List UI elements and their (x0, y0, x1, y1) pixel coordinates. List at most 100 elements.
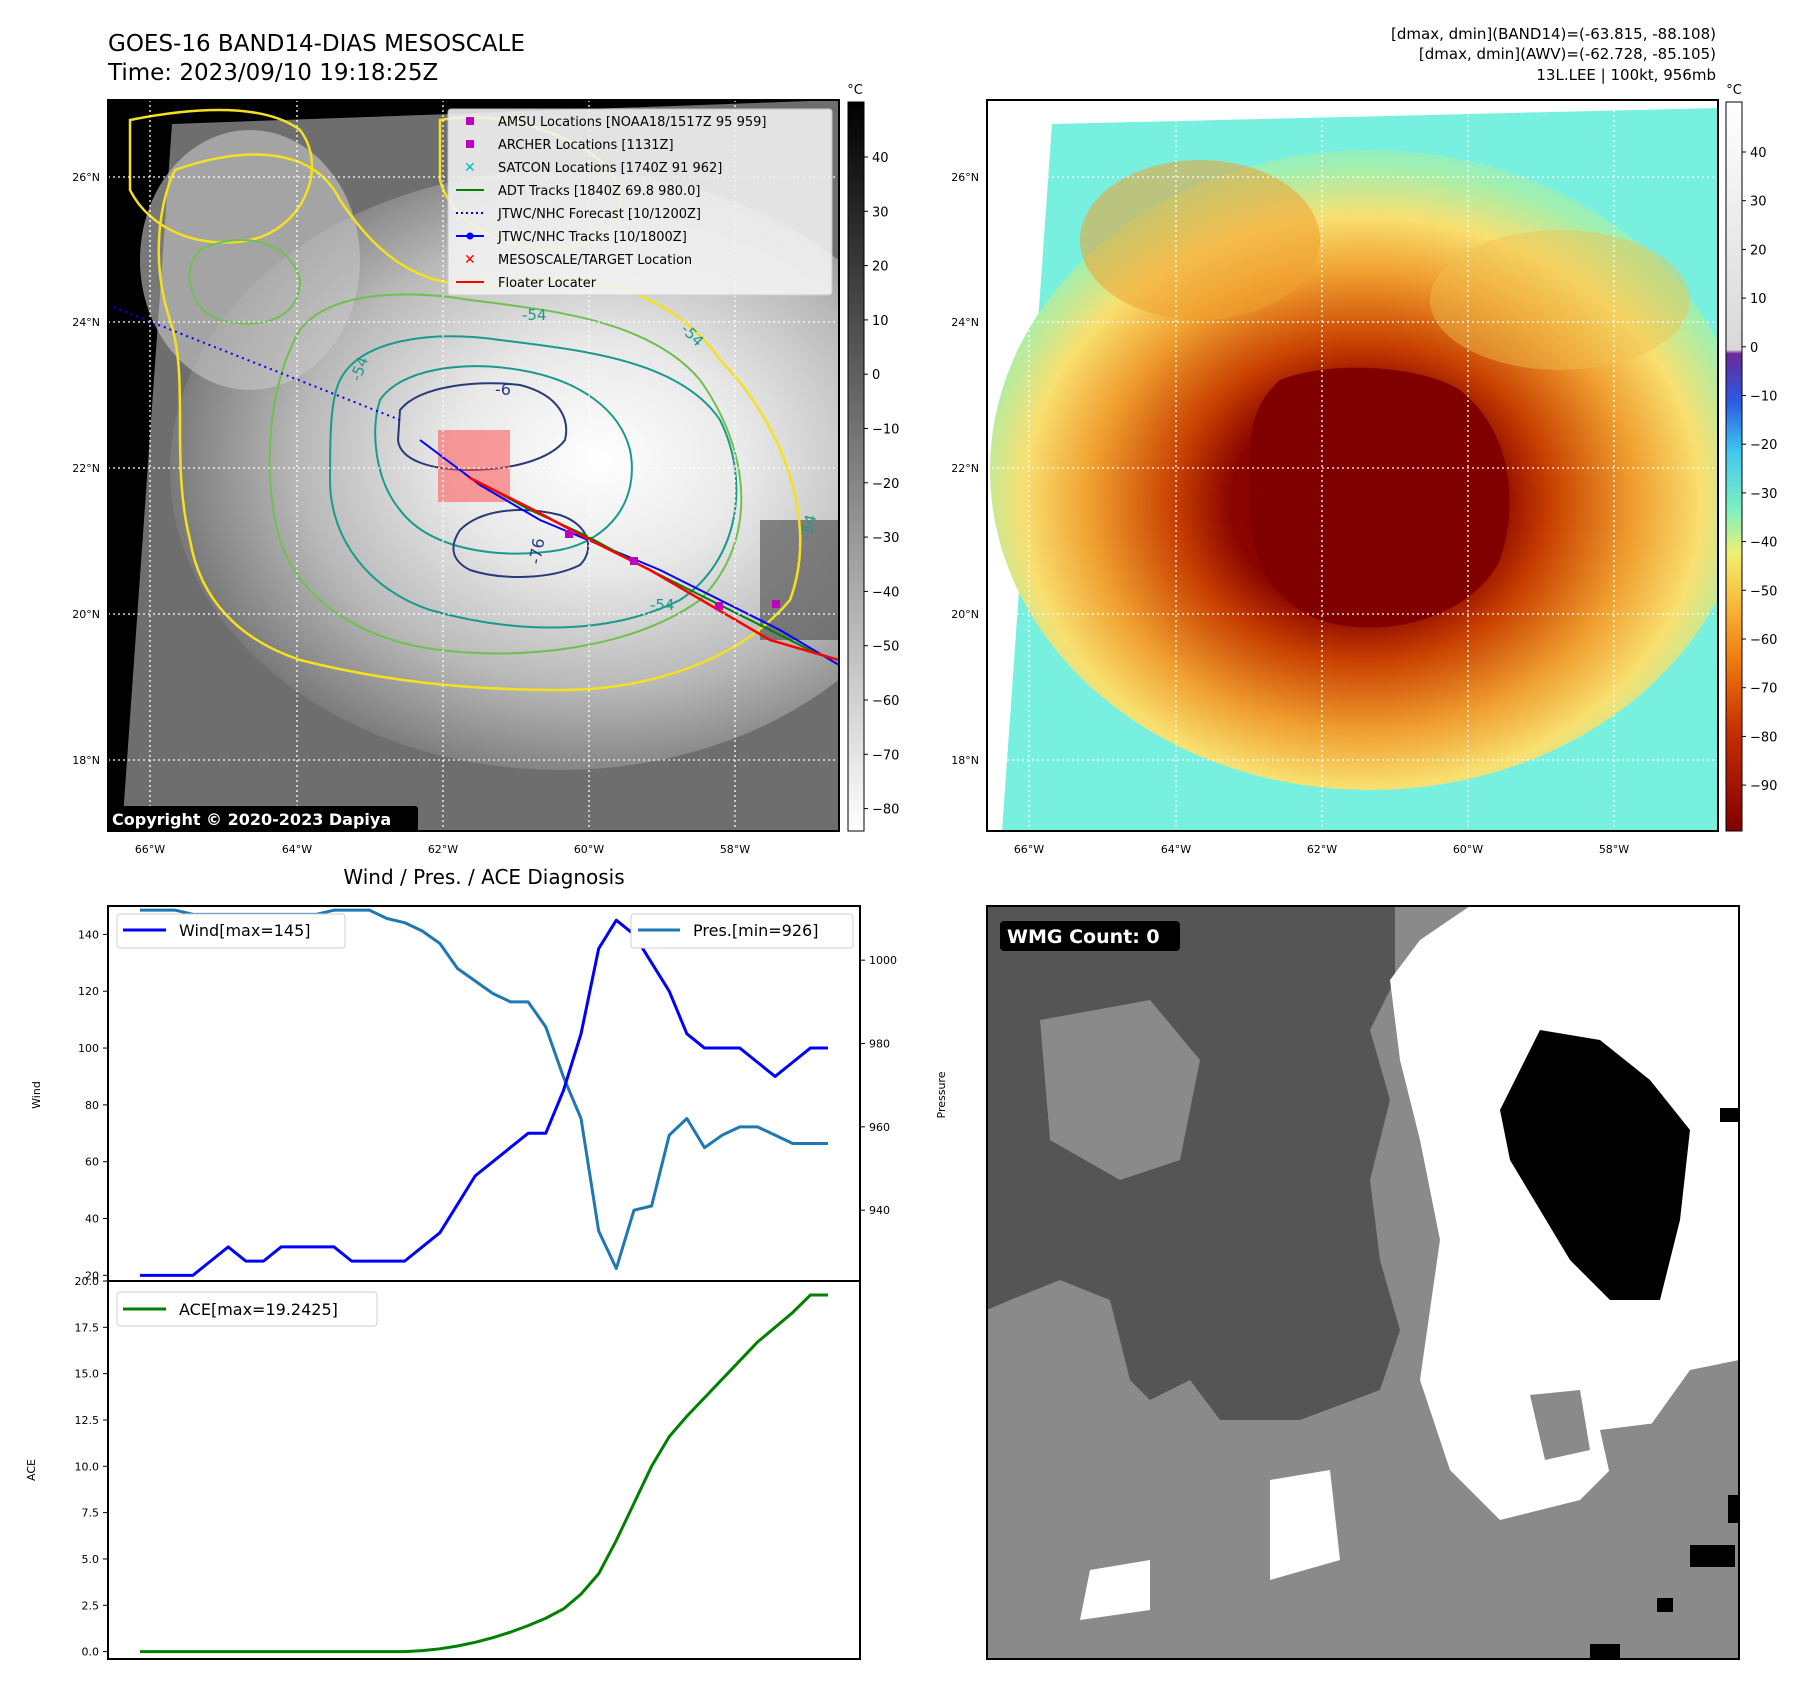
lat-tick-label: 18°N (72, 754, 100, 767)
colorbar-tick-label: −30 (872, 531, 899, 546)
figure-time: Time: 2023/09/10 19:18:25Z (107, 60, 438, 86)
legend-marker-archer (466, 140, 474, 148)
pressure-line (140, 908, 828, 1270)
info-band14: [dmax, dmin](BAND14)=(-63.815, -88.108) (1391, 25, 1716, 43)
colorbar-tick-label: −50 (872, 640, 899, 655)
wind-tick-label: 60 (85, 1156, 99, 1169)
ace-tick-label: 0.0 (82, 1646, 100, 1659)
legend-marker-amsu (466, 117, 474, 125)
lat-tick-label: 24°N (951, 316, 979, 329)
lon-tick-label: 64°W (1161, 843, 1191, 856)
ace-chart: 0.0 2.5 5.0 7.5 10.0 12.5 15.0 17.5 20.0 (75, 1275, 828, 1659)
contour-label: -54 (522, 306, 547, 324)
wind-tick-label: 140 (78, 928, 99, 941)
colorbar-tick-label: 10 (1750, 292, 1767, 307)
lon-tick-label: 62°W (428, 843, 458, 856)
ace-tick-label: 15.0 (75, 1368, 100, 1381)
colorbar-tick-label: −70 (1750, 682, 1777, 697)
contour-label: -54 (650, 596, 675, 614)
lat-tick-label: 26°N (951, 171, 979, 184)
colorbar-tick-label: 10 (872, 314, 889, 329)
colorbar-tick-label: 0 (872, 368, 880, 383)
ir-legend: ✕ ✕ AMSU Locations [NOAA18/1517Z 95 959]… (447, 108, 833, 296)
legend-entry: JTWC/NHC Tracks [10/1800Z] (497, 230, 687, 245)
legend-marker-satcon: ✕ (464, 160, 476, 176)
pressure-legend: Pres.[min=926] (630, 913, 854, 949)
figure-title: GOES-16 BAND14-DIAS MESOSCALE (108, 31, 525, 57)
ace-tick-label: 5.0 (82, 1553, 100, 1566)
lon-tick-label: 58°W (720, 843, 750, 856)
colorbar-tick-label: 20 (1750, 243, 1767, 258)
legend-entry: ADT Tracks [1840Z 69.8 980.0] (498, 184, 700, 199)
color-colorbar: °C 40 30 20 10 0 −10 −20 −30 −40 −50 −60 −70 −80 −90 (1725, 83, 1777, 832)
colorbar-tick-label: −40 (872, 585, 899, 600)
info-awv: [dmax, dmin](AWV)=(-62.728, -85.105) (1419, 45, 1716, 63)
contour-label: -76 (525, 537, 548, 566)
wind-tick-label: 100 (78, 1042, 99, 1055)
colorbar-tick-label: −20 (872, 477, 899, 492)
pressure-axis-label: Pressure (935, 1071, 948, 1118)
ace-legend-label: ACE[max=19.2425] (179, 1300, 338, 1319)
wind-line (140, 918, 828, 1277)
ace-axis-label: ACE (25, 1459, 38, 1481)
wmg-count-label: WMG Count: 0 (1007, 926, 1160, 948)
colorbar-tick-label: −40 (1750, 536, 1777, 551)
lat-tick-label: 24°N (72, 316, 100, 329)
contour-label: -6 (495, 380, 511, 399)
lat-tick-label: 22°N (72, 462, 100, 475)
ace-tick-label: 17.5 (75, 1321, 100, 1334)
pressure-tick-label: 980 (869, 1038, 890, 1051)
contour-label: -54 (796, 513, 820, 541)
wind-legend-label: Wind[max=145] (179, 921, 311, 940)
colorbar-tick-label: −10 (1750, 390, 1777, 405)
colorbar-tick-label: −70 (872, 748, 899, 763)
colorbar-tick-label: −60 (1750, 633, 1777, 648)
wind-tick-label: 40 (85, 1213, 99, 1226)
legend-entry: SATCON Locations [1740Z 91 962] (498, 161, 722, 176)
copyright-text: Copyright © 2020-2023 Dapiya (112, 810, 391, 829)
colorbar-tick-label: −80 (1750, 730, 1777, 745)
lat-tick-label: 18°N (951, 754, 979, 767)
info-storm: 13L.LEE | 100kt, 956mb (1536, 66, 1716, 84)
colorbar-tick-label: 20 (872, 260, 889, 275)
wind-tick-label: 120 (78, 985, 99, 998)
legend-entry: JTWC/NHC Forecast [10/1200Z] (497, 207, 701, 222)
legend-entry: Floater Locater (498, 276, 597, 291)
ir-colorbar: °C 40 30 20 10 0 −10 −20 −30 −40 −50 −60 −70 −80 (847, 83, 899, 832)
lat-tick-label: 26°N (72, 171, 100, 184)
colorbar-tick-label: 0 (1750, 341, 1758, 356)
legend-marker-target: ✕ (464, 252, 476, 268)
colorbar-tick-label: 30 (872, 205, 889, 220)
lon-tick-label: 60°W (574, 843, 604, 856)
pressure-tick-label: 960 (869, 1121, 890, 1134)
colorbar-tick-label: −30 (1750, 487, 1777, 502)
wmg-count-box (1000, 921, 1180, 951)
legend-marker-tracks-dot (466, 232, 474, 240)
colorbar-tick-label: −90 (1750, 779, 1777, 794)
lat-tick-label: 22°N (951, 462, 979, 475)
colorbar-tick-label: −20 (1750, 438, 1777, 453)
wmg-panel: WMG Count: 0 (987, 906, 1739, 1659)
lon-tick-label: 60°W (1453, 843, 1483, 856)
colorbar-tick-label: 40 (872, 151, 889, 166)
ace-tick-label: 7.5 (82, 1507, 100, 1520)
colorbar-tick-label: −60 (872, 694, 899, 709)
colorbar-tick-label: −50 (1750, 584, 1777, 599)
lat-tick-label: 20°N (951, 608, 979, 621)
legend-entry: MESOSCALE/TARGET Location (498, 253, 692, 268)
lat-tick-label: 20°N (72, 608, 100, 621)
lon-tick-label: 58°W (1599, 843, 1629, 856)
ace-tick-label: 2.5 (82, 1599, 100, 1612)
lon-tick-label: 62°W (1307, 843, 1337, 856)
wind-axis-label: Wind (30, 1081, 43, 1109)
colorbar-tick-label: 40 (1750, 146, 1767, 161)
lon-tick-label: 66°W (1014, 843, 1044, 856)
ace-line (140, 1293, 828, 1654)
colorbar-tick-label: 30 (1750, 195, 1767, 210)
colorbar-tick-label: −80 (872, 803, 899, 818)
legend-entry: ARCHER Locations [1131Z] (498, 138, 674, 153)
ace-tick-label: 10.0 (75, 1460, 100, 1473)
lon-tick-label: 66°W (135, 843, 165, 856)
ace-tick-label: 12.5 (75, 1414, 100, 1427)
